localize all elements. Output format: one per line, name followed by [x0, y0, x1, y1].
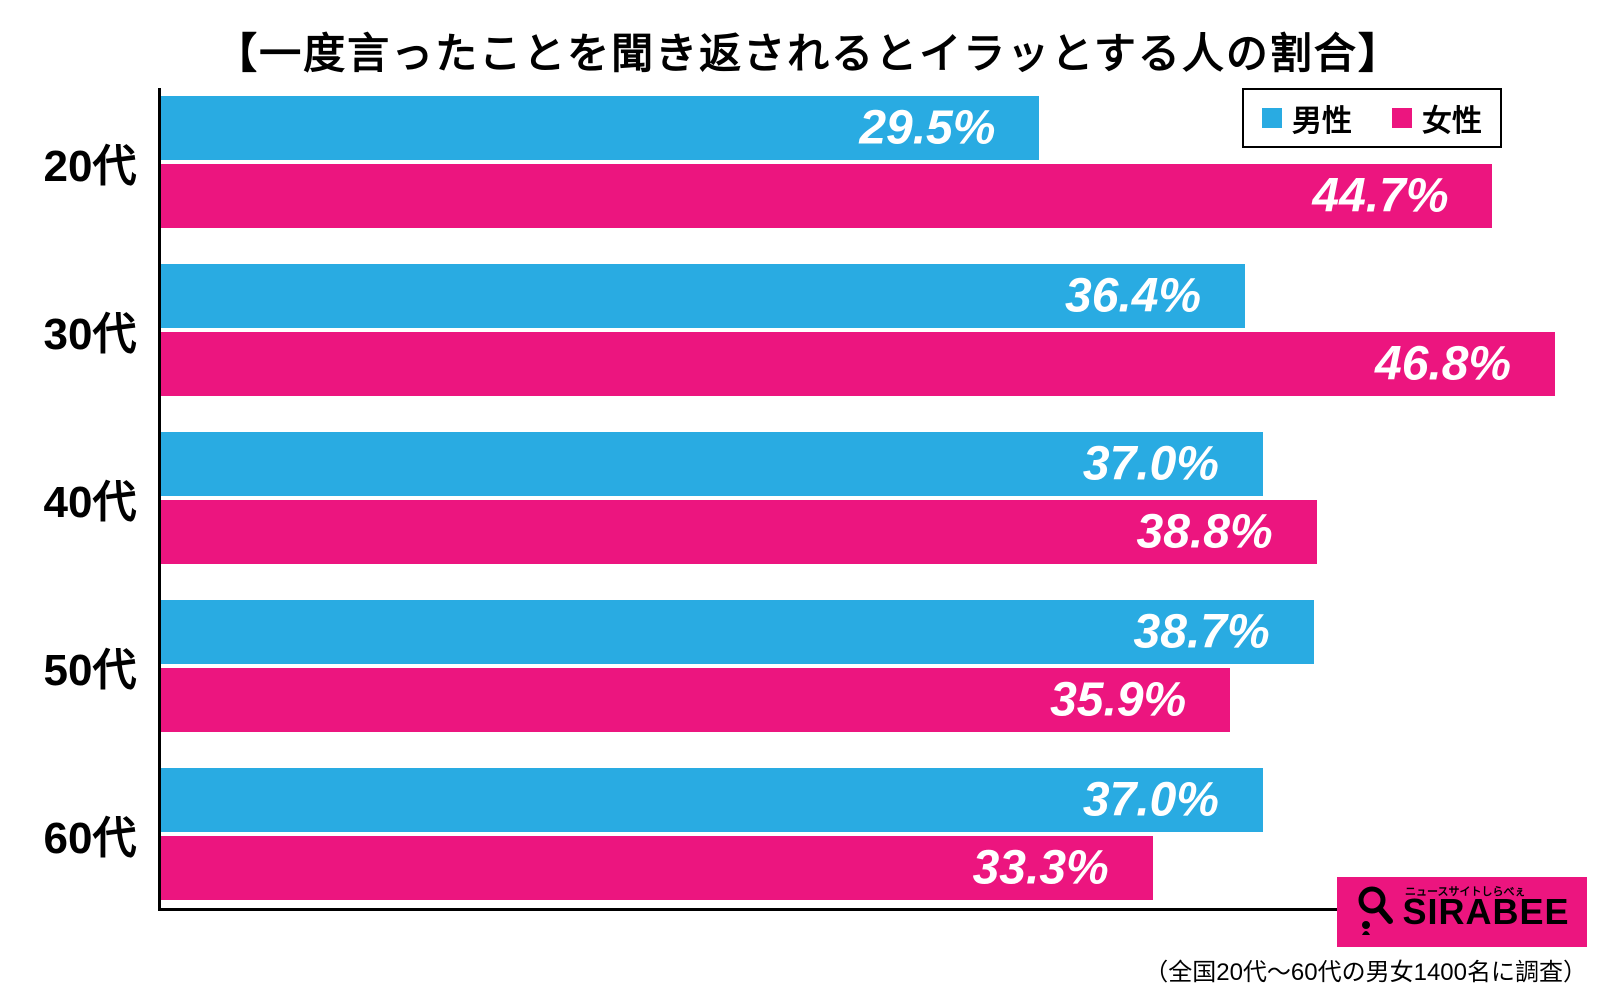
- footer-note: （全国20代～60代の男女1400名に調査）: [1144, 952, 1587, 987]
- bar-row: 38.8%: [160, 500, 1560, 564]
- category-label: 40代: [30, 466, 150, 530]
- bar-group: 40代37.0%38.8%: [160, 432, 1560, 564]
- bar-value-label: 37.0%: [1083, 437, 1219, 492]
- bar-row: 37.0%: [160, 432, 1560, 496]
- bar-row: 38.7%: [160, 600, 1560, 664]
- category-label: 30代: [30, 298, 150, 362]
- bar-row: 44.7%: [160, 164, 1560, 228]
- logo-subtext: ニュースサイトしらべぇ: [1405, 883, 1525, 899]
- bar-value-label: 35.9%: [1050, 673, 1186, 728]
- bar-value-label: 38.8%: [1137, 505, 1273, 560]
- bar-value-label: 37.0%: [1083, 773, 1219, 828]
- bar-row: 36.4%: [160, 264, 1560, 328]
- bar-value-label: 46.8%: [1375, 337, 1511, 392]
- y-axis-line: [158, 88, 161, 908]
- bar-value-label: 36.4%: [1065, 269, 1201, 324]
- category-label: 60代: [30, 802, 150, 866]
- bar-value-label: 44.7%: [1312, 169, 1448, 224]
- source-logo: ニュースサイトしらべぇ SIRABEE: [1337, 877, 1587, 947]
- bar-value-label: 38.7%: [1134, 605, 1270, 660]
- bar-row: 37.0%: [160, 768, 1560, 832]
- chart-area: 男性 女性 20代29.5%44.7%30代36.4%46.8%40代37.0%…: [160, 88, 1560, 938]
- bar-row: 46.8%: [160, 332, 1560, 396]
- magnifier-person-icon: [1354, 885, 1396, 940]
- category-label: 50代: [30, 634, 150, 698]
- bar-group: 30代36.4%46.8%: [160, 264, 1560, 396]
- bar-row: 29.5%: [160, 96, 1560, 160]
- bar-group: 20代29.5%44.7%: [160, 96, 1560, 228]
- category-label: 20代: [30, 130, 150, 194]
- bar-value-label: 33.3%: [973, 841, 1109, 896]
- chart-title: 【一度言ったことを聞き返されるとイラッとする人の割合】: [0, 0, 1617, 81]
- bar: [160, 164, 1492, 228]
- bar-value-label: 29.5%: [859, 101, 995, 156]
- bar-row: 35.9%: [160, 668, 1560, 732]
- bar: [160, 332, 1555, 396]
- bar-group: 50代38.7%35.9%: [160, 600, 1560, 732]
